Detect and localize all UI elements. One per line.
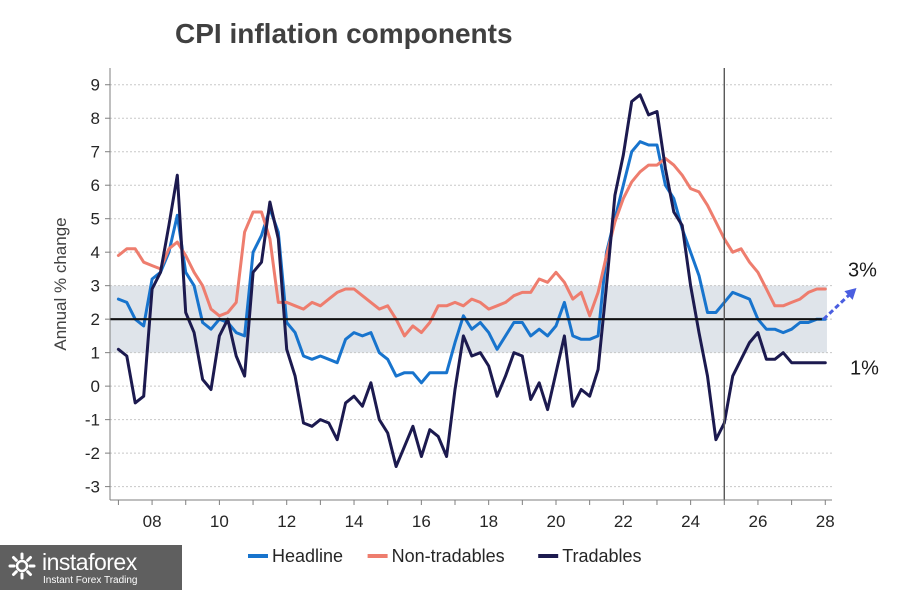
y-tick-label: 6 (91, 176, 100, 195)
y-tick-label: 2 (91, 310, 100, 329)
y-tick-label: -1 (85, 411, 100, 430)
logo-tagline: Instant Forex Trading (43, 575, 138, 586)
x-tick-label: 10 (210, 512, 229, 531)
series-line-tradables (116, 93, 827, 468)
x-tick-label: 16 (412, 512, 431, 531)
x-tick-label: 24 (681, 512, 700, 531)
x-tick-label: 26 (748, 512, 767, 531)
y-tick-label: 3 (91, 277, 100, 296)
x-tick-label: 08 (143, 512, 162, 531)
y-tick-label: -3 (85, 478, 100, 497)
legend-label-non-tradables: Non-tradables (392, 546, 505, 566)
chart-title: CPI inflation components (175, 18, 513, 49)
logo-name: instaforex (42, 549, 137, 575)
y-tick-label: 8 (91, 109, 100, 128)
legend-label-tradables: Tradables (562, 546, 641, 566)
y-tick-label: 1 (91, 344, 100, 363)
y-tick-label: -2 (85, 444, 100, 463)
arrow-head-icon (844, 287, 857, 300)
annotation-upper: 3% (848, 260, 877, 282)
annotation-lower: 1% (850, 358, 879, 380)
series-line-headline (116, 140, 827, 385)
x-tick-label: 18 (479, 512, 498, 531)
y-tick-label: 9 (91, 76, 100, 95)
instaforex-logo: instaforex Instant Forex Trading (0, 545, 182, 590)
y-tick-label: 4 (91, 243, 100, 262)
logo-mark-icon (8, 552, 36, 580)
y-tick-label: 5 (91, 210, 100, 229)
series-line-non-tradables (116, 156, 827, 338)
legend-label-headline: Headline (272, 546, 343, 566)
x-tick-label: 14 (345, 512, 364, 531)
y-tick-label: 0 (91, 377, 100, 396)
x-tick-label: 20 (547, 512, 566, 531)
x-tick-label: 12 (277, 512, 296, 531)
x-tick-label: 22 (614, 512, 633, 531)
y-tick-label: 7 (91, 143, 100, 162)
x-tick-label: 28 (816, 512, 835, 531)
y-axis-label: Annual % change (51, 217, 70, 350)
